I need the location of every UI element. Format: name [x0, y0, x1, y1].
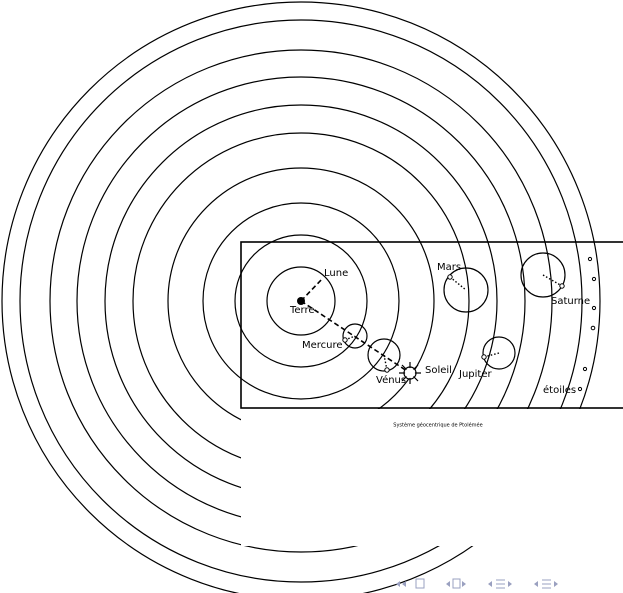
star	[591, 326, 595, 330]
planet	[385, 368, 389, 372]
label: Soleil	[425, 365, 452, 376]
line-lune	[301, 279, 322, 301]
nav-doc-lines[interactable]	[542, 580, 551, 588]
label: étoiles	[543, 384, 576, 396]
planet	[448, 275, 452, 279]
label: Jupiter	[458, 369, 492, 380]
line-soleil	[301, 301, 410, 373]
label: Mercure	[302, 340, 343, 351]
planet	[482, 355, 486, 359]
dotted-lines	[345, 275, 562, 370]
label: Vénus	[376, 374, 406, 386]
nav-symbols[interactable]	[396, 579, 558, 588]
label: Terre	[289, 305, 315, 316]
nav-subsection[interactable]	[446, 581, 466, 587]
nav-section-lines[interactable]	[496, 580, 505, 588]
slide: Lune Terre Mercure Vénus Soleil Mars Jup…	[0, 0, 623, 593]
planet	[560, 284, 564, 288]
label: Mars	[437, 262, 461, 273]
star	[592, 277, 595, 280]
star	[588, 257, 591, 260]
label: Saturne	[551, 296, 590, 307]
caption-area	[241, 409, 623, 546]
dashed-lines	[301, 279, 410, 373]
star	[578, 387, 581, 390]
dot-saturne	[543, 275, 562, 286]
labels: Lune Terre Mercure Vénus Soleil Mars Jup…	[289, 262, 590, 396]
sun-core	[405, 368, 415, 378]
nav-frame[interactable]	[416, 579, 424, 588]
star	[592, 306, 595, 309]
earth	[297, 297, 305, 305]
star	[583, 367, 586, 370]
label: Lune	[324, 268, 348, 279]
dot-mars	[450, 277, 466, 290]
caption: Système géocentrique de Ptolémée	[393, 422, 482, 429]
nav-slide[interactable]	[453, 579, 460, 588]
planet	[343, 338, 347, 342]
